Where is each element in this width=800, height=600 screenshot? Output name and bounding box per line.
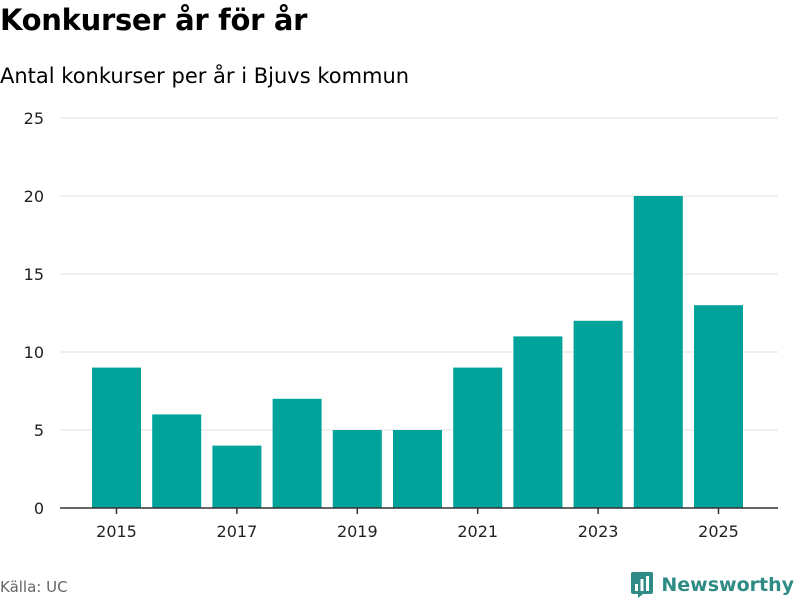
y-tick-label-15: 15 bbox=[24, 265, 44, 284]
bar-2019 bbox=[332, 430, 382, 508]
x-tick-label-2015: 2015 bbox=[96, 522, 137, 541]
bar-2015 bbox=[92, 367, 141, 508]
bar-2018 bbox=[272, 398, 322, 508]
x-tick-label-2023: 2023 bbox=[578, 522, 619, 541]
y-tick-label-20: 20 bbox=[24, 187, 44, 206]
y-tick-label-25: 25 bbox=[24, 109, 44, 128]
y-tick-label-5: 5 bbox=[34, 421, 44, 440]
source-note: Källa: UC bbox=[0, 578, 68, 596]
bars bbox=[92, 196, 743, 508]
x-tick-label-2025: 2025 bbox=[698, 522, 739, 541]
x-tick-label-2021: 2021 bbox=[457, 522, 498, 541]
bar-2023 bbox=[573, 320, 623, 508]
brand-logo: Newsworthy bbox=[631, 570, 794, 600]
bar-2017 bbox=[212, 445, 262, 508]
bar-2020 bbox=[393, 430, 442, 508]
x-tick-label-2017: 2017 bbox=[217, 522, 258, 541]
newsworthy-logo-icon bbox=[631, 572, 654, 598]
bar-2016 bbox=[152, 414, 202, 508]
bar-2022 bbox=[513, 336, 563, 508]
brand-name: Newsworthy bbox=[661, 574, 794, 596]
y-tick-label-0: 0 bbox=[34, 499, 44, 518]
chart-subtitle: Antal konkurser per år i Bjuvs kommun bbox=[0, 64, 410, 88]
y-tick-label-10: 10 bbox=[24, 343, 44, 362]
x-tick-label-2019: 2019 bbox=[337, 522, 378, 541]
bar-2024 bbox=[633, 196, 683, 508]
chart-title: Konkurser år för år bbox=[0, 3, 308, 37]
bar-2021 bbox=[453, 367, 503, 508]
bar-2025 bbox=[694, 305, 743, 508]
